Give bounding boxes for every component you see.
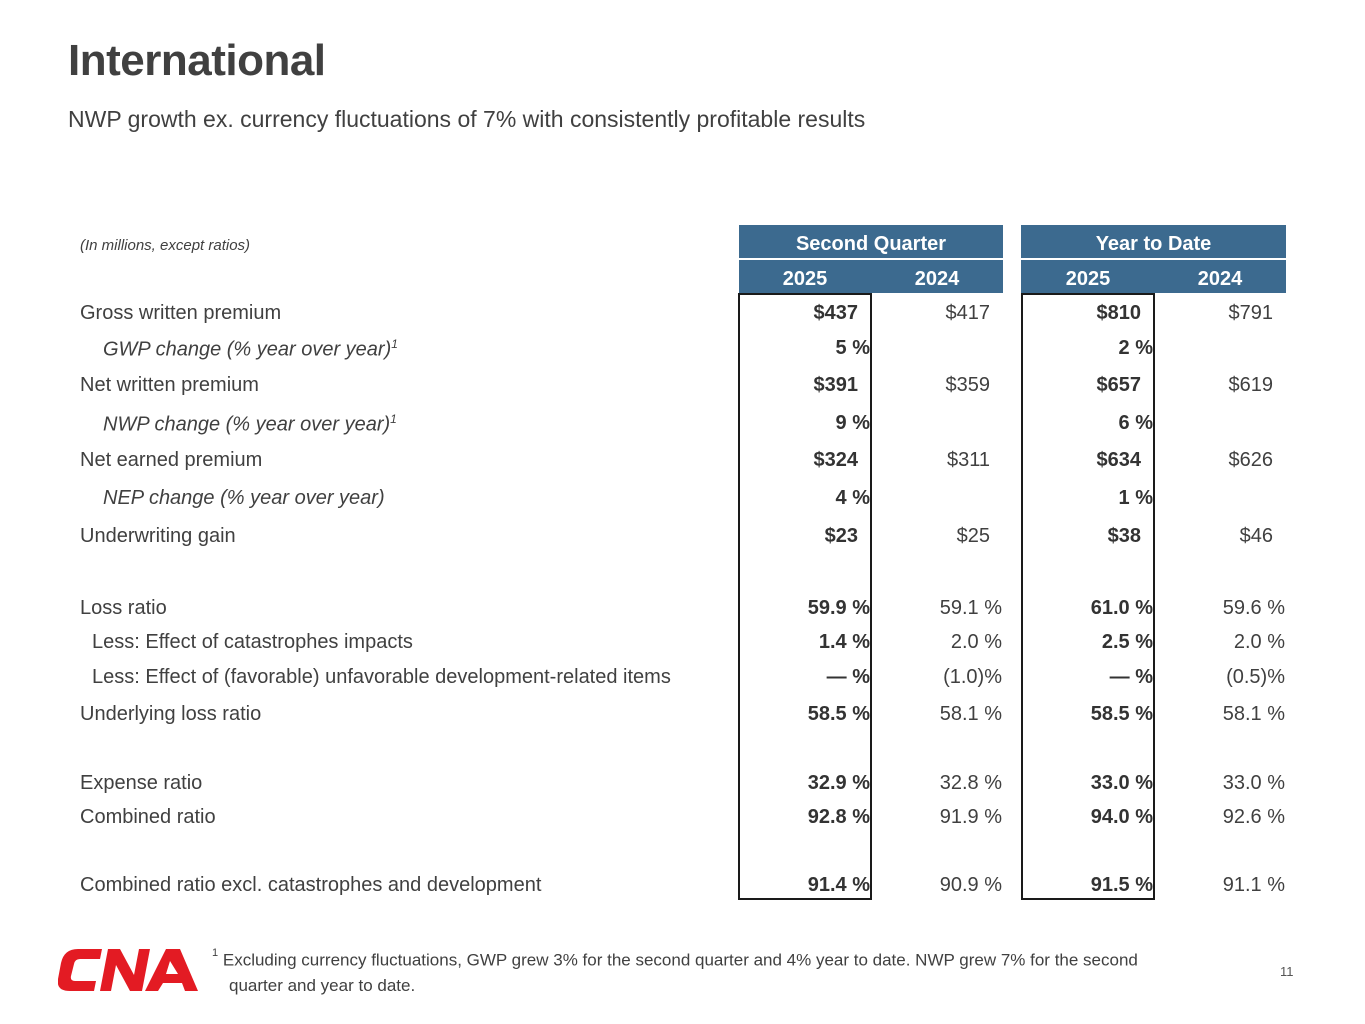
table-cell-y24: 33.0 % [1222,772,1285,794]
table-cell-q24: 58.1 % [939,703,1002,725]
table-cell-y25: — % [1109,666,1153,688]
table-cell-q25: 32.9 % [807,772,870,794]
row-label-text: Underlying loss ratio [80,703,262,725]
row-label: NWP change (% year over year)1 [103,412,397,437]
row-label: Expense ratio [80,772,202,795]
table-cell-y24: $46 [1239,525,1273,547]
page-subtitle: NWP growth ex. currency fluctuations of … [68,106,866,132]
table-cell-y25: $38 [1107,525,1141,547]
footnote-line-2: quarter and year to date. [229,975,416,995]
table-cell-y24: 92.6 % [1222,806,1285,828]
row-label-text: Underwriting gain [80,525,236,547]
table-cell-q25: $324 [813,449,859,471]
row-label: Less: Effect of catastrophes impacts [92,631,413,654]
table-cell-q24: 91.9 % [939,806,1002,828]
table-cell-q25: — % [826,666,870,688]
row-label-text: GWP change (% year over year) [103,338,392,361]
table-cell-y25: 2.5 % [1101,631,1153,653]
table-cell-q25: 59.9 % [807,597,870,619]
table-cell-q25: $23 [824,525,858,547]
table-cell-q25: 5 % [835,337,870,359]
table-cell-q24: (1.0)% [943,666,1002,688]
table-cell-y25: 91.5 % [1090,874,1153,896]
row-label: Combined ratio [80,806,216,829]
row-label: Combined ratio excl. catastrophes and de… [80,874,541,897]
row-label-text: Loss ratio [80,597,167,619]
table-cell-y25: $657 [1096,374,1142,396]
table-cell-y25: 94.0 % [1090,806,1153,828]
units-note: (In millions, except ratios) [80,237,251,254]
page-title: International [68,36,326,85]
table-cell-y24: 2.0 % [1233,631,1285,653]
table-cell-y24: 58.1 % [1222,703,1285,725]
ytd-2024-header: 2024 [1197,268,1243,290]
year-to-date-header: Year to Date [1095,233,1212,255]
table-cell-q25: $391 [813,374,859,396]
row-label-text: Less: Effect of (favorable) unfavorable … [92,666,671,688]
row-label: Underwriting gain [80,525,236,548]
q-2024-header: 2024 [914,268,960,290]
table-cell-y25: 6 % [1118,412,1153,434]
table-cell-q24: $311 [946,449,990,471]
table-cell-y24: 91.1 % [1222,874,1285,896]
footnote-ref: 1 [390,412,397,426]
page-number: 11 [1280,964,1294,979]
table-cell-q24: 59.1 % [939,597,1002,619]
footnote-line-1: Excluding currency fluctuations, GWP gre… [222,950,1138,970]
table-cell-y25: $634 [1096,449,1142,471]
row-label-text: Net earned premium [80,449,263,471]
row-label-text: Combined ratio [80,806,216,828]
row-label: Less: Effect of (favorable) unfavorable … [92,666,671,689]
row-label-text: Expense ratio [80,772,203,794]
table-cell-y24: $619 [1228,374,1274,396]
row-label: Loss ratio [80,597,167,620]
header-divider [1021,258,1286,260]
row-label: Underlying loss ratio [80,703,261,726]
ytd-2025-highlight-box [1021,293,1155,900]
row-label-text: Less: Effect of catastrophes impacts [92,631,413,653]
table-cell-y24: $626 [1228,449,1274,471]
footnote-ref: 1 [391,337,398,351]
table-cell-y25: 33.0 % [1090,772,1153,794]
table-cell-q24: 90.9 % [939,874,1002,896]
row-label: Net written premium [80,374,259,397]
table-cell-q25: 91.4 % [807,874,870,896]
footnote: 1 Excluding currency fluctuations, GWP g… [212,944,1212,998]
row-label: NEP change (% year over year) [103,487,385,510]
row-label: GWP change (% year over year)1 [103,337,398,362]
table-cell-q24: $417 [945,302,991,324]
table-cell-q25: 58.5 % [807,703,870,725]
table-cell-q24: $25 [956,525,990,547]
row-label-text: Net written premium [80,374,259,396]
table-cell-y24: $791 [1228,302,1274,324]
second-quarter-header: Second Quarter [795,233,947,255]
table-cell-y25: 61.0 % [1090,597,1153,619]
row-label-text: Combined ratio excl. catastrophes and de… [80,874,542,896]
row-label-text: NEP change (% year over year) [103,487,385,509]
row-label-text: Gross written premium [80,302,282,324]
ytd-2025-header: 2025 [1065,268,1111,290]
table-cell-q25: 92.8 % [807,806,870,828]
cna-logo [58,949,198,991]
table-cell-q24: $359 [945,374,991,396]
q-2025-header: 2025 [782,268,828,290]
table-cell-y24: 59.6 % [1222,597,1285,619]
table-cell-q24: 2.0 % [950,631,1002,653]
q-2025-highlight-box [738,293,872,900]
table-cell-y25: $810 [1096,302,1142,324]
table-cell-y24: (0.5)% [1226,666,1285,688]
row-label: Gross written premium [80,302,281,325]
table-cell-y25: 58.5 % [1090,703,1153,725]
row-label: Net earned premium [80,449,262,472]
table-cell-y25: 1 % [1118,487,1153,509]
table-cell-q25: 4 % [835,487,870,509]
footnote-marker: 1 [212,947,219,959]
header-divider [739,258,1003,260]
table-cell-y25: 2 % [1118,337,1153,359]
table-cell-q25: 1.4 % [818,631,870,653]
table-cell-q25: $437 [813,302,859,324]
table-cell-q24: 32.8 % [939,772,1002,794]
row-label-text: NWP change (% year over year) [103,413,391,436]
table-cell-q25: 9 % [835,412,870,434]
